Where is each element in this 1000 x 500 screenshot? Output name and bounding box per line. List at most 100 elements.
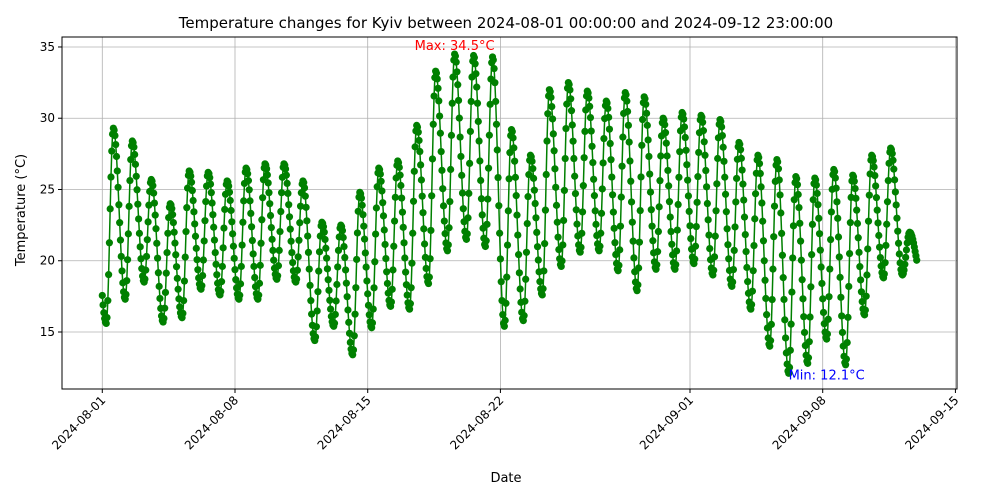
temperature-point [174, 285, 182, 293]
temperature-point [333, 280, 341, 289]
temperature-point [240, 197, 248, 205]
temperature-point [759, 217, 767, 225]
temperature-point [151, 211, 159, 219]
temperature-point [188, 186, 196, 195]
temperature-point [307, 297, 315, 305]
temperature-point [719, 143, 727, 151]
temperature-point [262, 165, 271, 173]
temperature-point [410, 167, 418, 175]
temperature-point [362, 263, 370, 271]
temperature-point [740, 213, 749, 221]
temperature-point [605, 125, 614, 133]
temperature-point [774, 158, 782, 166]
temperature-point [176, 303, 184, 311]
temperature-point [730, 246, 738, 255]
temperature-point [152, 225, 160, 233]
temperature-point [493, 146, 501, 154]
temperature-point [804, 354, 813, 362]
temperature-point [894, 227, 902, 235]
temperature-point [112, 152, 121, 161]
temperature-point [842, 355, 851, 363]
temperature-point [341, 266, 350, 274]
temperature-point [295, 236, 303, 244]
temperature-point [248, 236, 256, 245]
temperature-point [672, 247, 681, 255]
temperature-point [729, 278, 737, 286]
temperature-point [769, 265, 777, 273]
temperature-point [247, 223, 256, 231]
temperature-point [378, 187, 386, 195]
temperature-point [359, 211, 367, 219]
temperature-point [496, 255, 505, 263]
temperature-point [126, 176, 134, 185]
temperature-point [448, 99, 456, 107]
temperature-point [364, 290, 372, 298]
temperature-point [489, 56, 497, 64]
temperature-point [814, 201, 822, 209]
temperature-point [718, 123, 726, 131]
temperature-point [406, 300, 414, 308]
temperature-point [512, 192, 520, 200]
temperature-point [539, 285, 547, 293]
temperature-point [760, 257, 768, 265]
temperature-point [608, 173, 616, 181]
temperature-point [454, 81, 462, 89]
temperature-point [766, 342, 774, 350]
temperature-point [751, 215, 759, 223]
temperature-point [440, 217, 448, 225]
temperature-point [172, 263, 181, 271]
temperature-point [199, 271, 207, 280]
temperature-point [170, 228, 178, 236]
temperature-point [411, 143, 419, 151]
temperature-point [778, 229, 786, 238]
temperature-point [466, 127, 474, 136]
temperature-point [553, 218, 561, 226]
temperature-point [528, 157, 536, 165]
temperature-point [567, 107, 576, 115]
temperature-point [458, 171, 466, 179]
temperature-point [861, 306, 869, 314]
temperature-point [778, 251, 787, 259]
temperature-point [546, 88, 554, 96]
temperature-point [503, 273, 511, 281]
temperature-point [456, 133, 464, 141]
temperature-point [737, 154, 745, 162]
temperature-point [190, 208, 198, 216]
temperature-point [819, 295, 827, 303]
temperature-point [345, 318, 353, 326]
temperature-point [131, 160, 140, 168]
temperature-point [183, 204, 191, 212]
temperature-point [135, 229, 144, 237]
y-tick-label: 25 [40, 182, 55, 196]
temperature-point [475, 137, 483, 145]
temperature-point [624, 121, 632, 129]
temperature-point [615, 261, 623, 269]
temperature-point [805, 338, 813, 346]
temperature-point [642, 100, 650, 108]
temperature-point [326, 305, 335, 313]
temperature-point [586, 102, 594, 110]
temperature-point [560, 216, 568, 225]
temperature-point [819, 308, 828, 317]
temperature-point [566, 86, 574, 94]
temperature-point [305, 265, 313, 273]
temperature-point [274, 272, 282, 280]
temperature-point [437, 148, 445, 156]
temperature-point [627, 198, 636, 206]
temperature-point [625, 138, 633, 146]
temperature-point [398, 194, 406, 202]
temperature-point [409, 229, 417, 237]
temperature-point [626, 157, 634, 165]
temperature-point [571, 172, 579, 180]
temperature-point [732, 198, 740, 206]
temperature-point [541, 206, 550, 214]
min-annotation: Min: 12.1°C [789, 368, 865, 383]
temperature-point [501, 316, 509, 324]
temperature-point [614, 267, 622, 275]
temperature-point [387, 298, 395, 306]
temperature-point [694, 173, 702, 181]
temperature-point [797, 256, 805, 264]
temperature-point [884, 176, 892, 185]
temperature-point [796, 237, 805, 245]
temperature-point [636, 206, 644, 215]
